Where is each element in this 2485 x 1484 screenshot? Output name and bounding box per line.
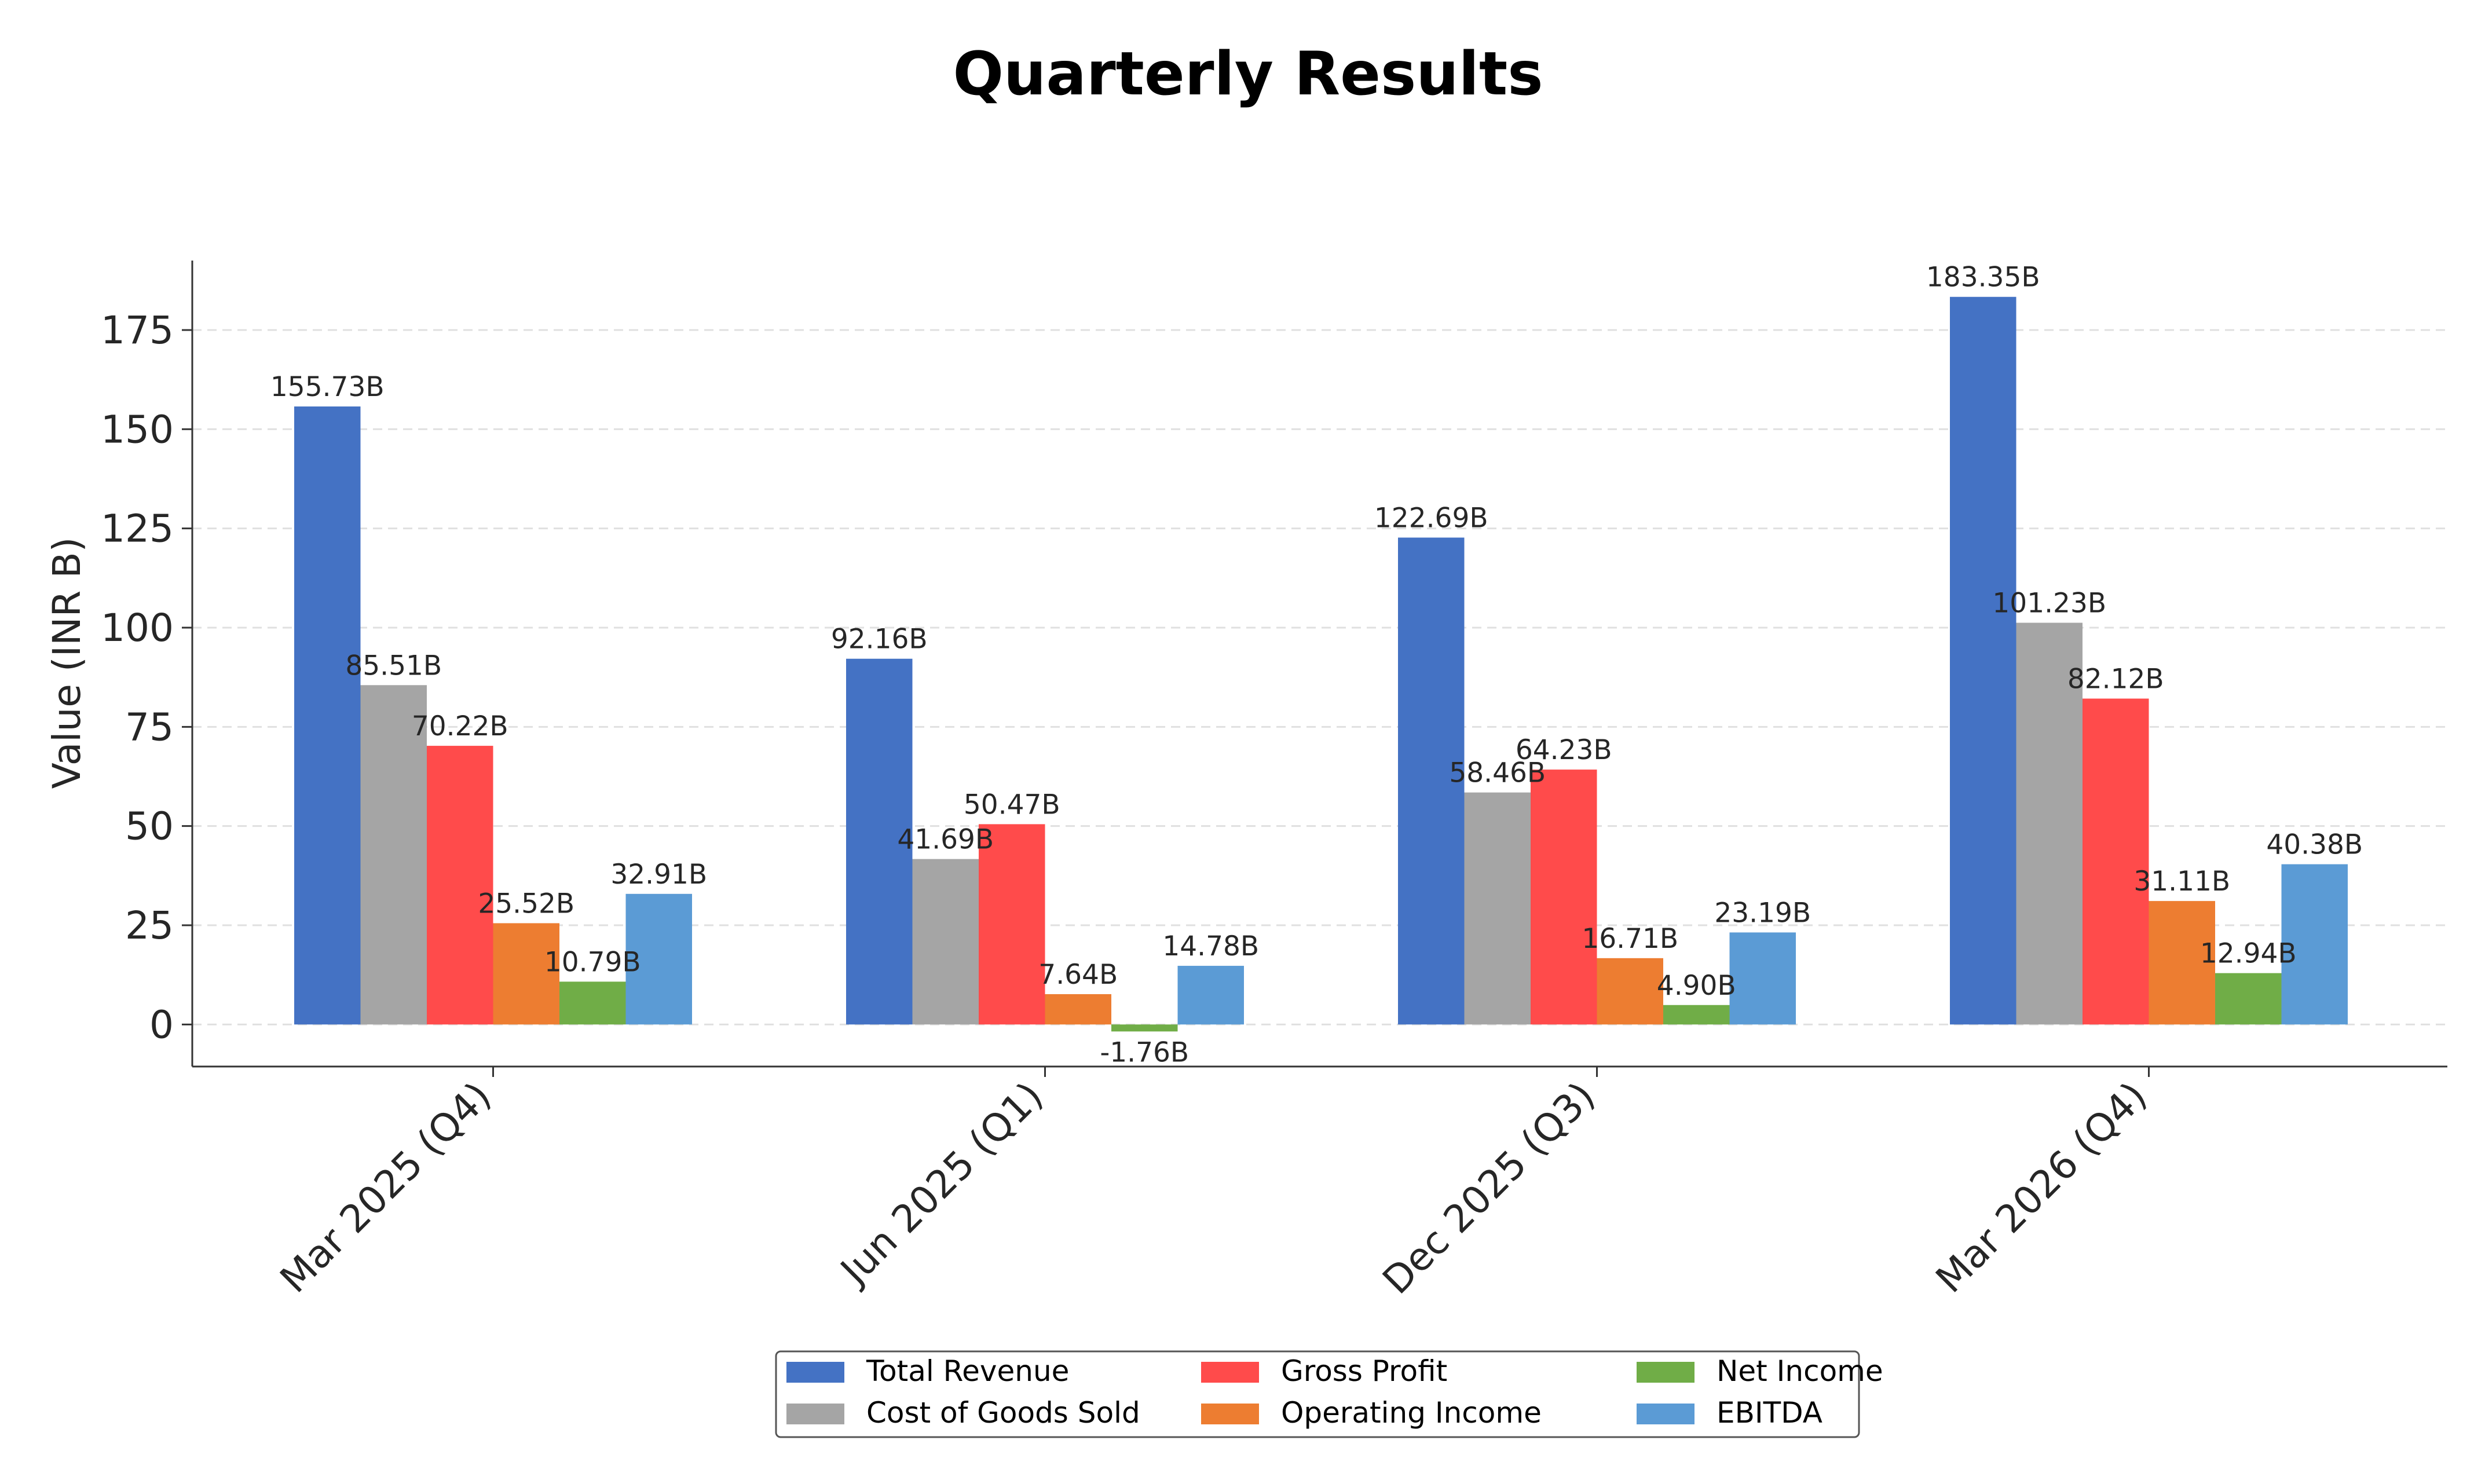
bar: [427, 746, 493, 1025]
bar: [2281, 864, 2348, 1025]
bar: [294, 406, 361, 1025]
bar: [2149, 901, 2215, 1025]
bar-value-label: 14.78B: [1162, 930, 1259, 962]
bar: [1177, 966, 1244, 1025]
bar-value-label: 70.22B: [412, 710, 508, 742]
legend[interactable]: Total Revenue Cost of Goods Sold Gross Pro…: [775, 1350, 1883, 1438]
bar: [979, 824, 1045, 1025]
legend-swatch: [1637, 1362, 1695, 1383]
bar: [1729, 932, 1796, 1025]
bar: [912, 859, 979, 1025]
bar: [2016, 622, 2083, 1025]
data-labels: 155.73B 92.16B 122.69B 183.35B 85.51B 41.69B 5…: [270, 262, 2363, 1069]
bar-value-label: 50.47B: [964, 789, 1060, 820]
bar-value-label: 25.52B: [478, 888, 574, 919]
y-axis-label: Value (INR B): [45, 537, 89, 789]
x-tick-label: Mar 2025 (Q4): [272, 1073, 500, 1302]
bar: [2083, 698, 2149, 1025]
legend-label: Operating Income: [1281, 1396, 1542, 1430]
bars: [294, 296, 2348, 1032]
legend-label: Cost of Goods Sold: [866, 1396, 1140, 1430]
bar-value-label: 12.94B: [2200, 938, 2297, 970]
bar-value-label: 7.64B: [1038, 959, 1118, 991]
legend-item[interactable]: EBITDA: [1637, 1396, 1822, 1430]
bar-value-label: 155.73B: [270, 371, 385, 403]
bar: [1464, 792, 1531, 1025]
bar-value-label: 85.51B: [345, 650, 442, 681]
bar: [1663, 1005, 1730, 1025]
legend-label: Total Revenue: [866, 1354, 1069, 1388]
legend-label: Net Income: [1717, 1354, 1883, 1388]
legend-item[interactable]: Net Income: [1637, 1354, 1883, 1388]
legend-item[interactable]: Total Revenue: [786, 1354, 1069, 1388]
bar: [1531, 770, 1597, 1025]
bar-value-label: 183.35B: [1926, 262, 2040, 294]
legend-item[interactable]: Gross Profit: [1201, 1354, 1447, 1388]
x-tick-label: Jun 2025 (Q1): [830, 1073, 1051, 1294]
bar: [1398, 537, 1465, 1025]
y-tick-label: 50: [125, 804, 174, 849]
legend-swatch: [1637, 1404, 1695, 1424]
bar-value-label: 41.69B: [897, 824, 994, 856]
y-tick-label: 75: [125, 705, 174, 749]
legend-box: [775, 1350, 1860, 1438]
y-tick-label: 150: [101, 407, 174, 452]
bar-value-label: 10.79B: [544, 946, 641, 978]
bar-value-label: 82.12B: [2067, 664, 2164, 695]
bar: [559, 981, 626, 1025]
bar: [360, 685, 427, 1025]
x-tick-label: Dec 2025 (Q3): [1374, 1073, 1604, 1303]
bar: [1950, 296, 2016, 1025]
y-tick-label: 125: [101, 507, 174, 551]
legend-item[interactable]: Cost of Goods Sold: [786, 1396, 1140, 1430]
bar-value-label: 101.23B: [1992, 588, 2106, 620]
y-tick-label: 25: [125, 903, 174, 948]
legend-item[interactable]: Operating Income: [1201, 1396, 1542, 1430]
y-tick-label: 0: [149, 1002, 174, 1047]
bar: [846, 658, 913, 1025]
bar-value-label: 23.19B: [1714, 897, 1811, 929]
bar: [1597, 958, 1663, 1025]
legend-swatch: [1201, 1404, 1259, 1424]
bar-value-label: 4.90B: [1657, 970, 1736, 1002]
bar-value-label: 92.16B: [831, 624, 928, 655]
bar-value-label: 32.91B: [610, 859, 707, 891]
bar-value-label: 64.23B: [1516, 734, 1612, 766]
x-tick-label: Mar 2026 (Q4): [1927, 1073, 2155, 1302]
legend-label: EBITDA: [1717, 1396, 1822, 1430]
axes: [182, 261, 2447, 1077]
chart-title: Quarterly Results: [953, 39, 1543, 109]
bar-value-label: 16.71B: [1582, 923, 1678, 955]
bar-value-label: 58.46B: [1449, 757, 1546, 789]
legend-label: Gross Profit: [1281, 1354, 1447, 1388]
bar: [1045, 994, 1111, 1025]
bar-value-label: 31.11B: [2133, 866, 2230, 897]
y-tick-label: 100: [101, 606, 174, 650]
bar-value-label: -1.76B: [1100, 1036, 1189, 1068]
legend-swatch: [1201, 1362, 1259, 1383]
bar: [625, 893, 692, 1025]
bar-value-label: 40.38B: [2266, 829, 2363, 861]
bar: [493, 923, 559, 1025]
bar: [2215, 973, 2282, 1025]
legend-swatch: [786, 1362, 844, 1383]
y-tick-label: 175: [101, 308, 174, 353]
legend-swatch: [786, 1404, 844, 1424]
bar-value-label: 122.69B: [1374, 502, 1488, 534]
bar: [1111, 1024, 1178, 1032]
